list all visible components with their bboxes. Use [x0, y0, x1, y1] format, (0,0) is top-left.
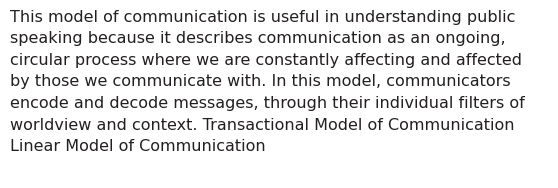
Text: Linear Model of Communication: Linear Model of Communication: [10, 139, 266, 154]
Text: worldview and context. Transactional Model of Communication: worldview and context. Transactional Mod…: [10, 118, 514, 133]
Text: This model of communication is useful in understanding public: This model of communication is useful in…: [10, 10, 516, 25]
Text: speaking because it describes communication as an ongoing,: speaking because it describes communicat…: [10, 32, 506, 46]
Text: circular process where we are constantly affecting and affected: circular process where we are constantly…: [10, 53, 522, 68]
Text: encode and decode messages, through their individual filters of: encode and decode messages, through thei…: [10, 96, 525, 111]
Text: by those we communicate with. In this model, communicators: by those we communicate with. In this mo…: [10, 74, 511, 89]
